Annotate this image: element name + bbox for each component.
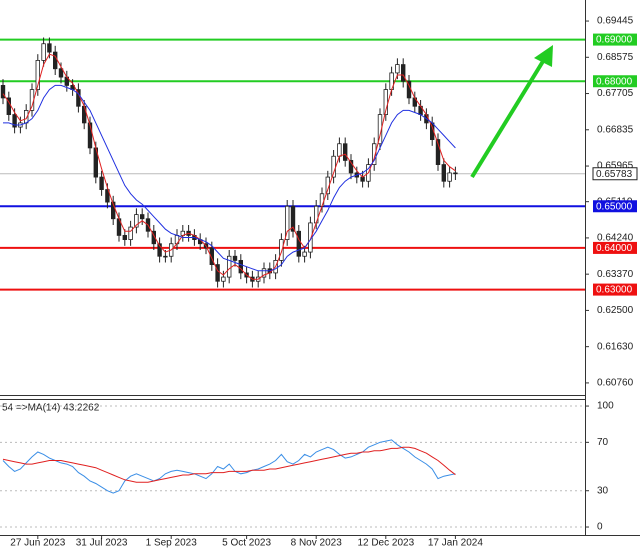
level-badge (593, 283, 637, 296)
candle-body (53, 51, 58, 70)
candle-body (284, 205, 290, 240)
y-tick-label: 0 (597, 522, 603, 533)
candle-body (99, 176, 104, 190)
price-badge (592, 167, 638, 181)
candle-body (41, 43, 46, 61)
candle-body (157, 243, 162, 257)
y-tick-label: 0.68575 (597, 52, 634, 63)
candle-body (232, 255, 238, 261)
candle-body (400, 64, 406, 82)
x-tick-label: 17 Jan 2024 (428, 538, 483, 549)
y-tick-label: 0.66835 (597, 124, 634, 135)
indicator-label: 54 =>MA(14) 43.2262 (2, 403, 100, 414)
candle-body (348, 160, 354, 174)
candle-body (453, 172, 458, 175)
x-tick-label: 5 Oct 2023 (222, 538, 271, 549)
candle-body (447, 172, 452, 182)
candle-body (139, 214, 145, 220)
candle-body (105, 189, 110, 203)
line-series (2, 446, 456, 483)
y-tick-label: 0.62500 (597, 305, 634, 316)
level-badge (593, 241, 637, 254)
level-label: 0.64000 (596, 243, 633, 254)
y-tick-label: 100 (597, 401, 614, 412)
candle-body (395, 64, 400, 74)
candle-body (296, 230, 301, 257)
candle-body (111, 201, 116, 220)
level-badge (593, 75, 637, 88)
candle-body (87, 122, 93, 149)
candle-body (279, 239, 284, 261)
candle-body (12, 114, 17, 128)
x-tick-label: 8 Nov 2023 (291, 538, 343, 549)
trend-arrow (470, 45, 553, 179)
arrow-head (534, 45, 553, 67)
candle-body (441, 164, 446, 182)
x-tick-label: 12 Dec 2023 (357, 538, 414, 549)
candle-body (163, 255, 168, 258)
y-tick-label: 0.64240 (597, 233, 634, 244)
level-badge (593, 200, 637, 213)
candle-body (215, 264, 220, 282)
x-tick-label: 27 Jun 2023 (10, 538, 65, 549)
y-tick-label: 0.60760 (597, 378, 634, 389)
level-label: 0.65000 (596, 201, 633, 212)
level-label: 0.69000 (596, 35, 633, 46)
candle-body (226, 255, 232, 278)
candle-body (290, 205, 296, 232)
candle-body (435, 139, 441, 165)
y-tick-label: 0.67705 (597, 88, 634, 99)
candle-body (122, 235, 127, 240)
candle-body (302, 251, 307, 257)
candle-body (342, 143, 348, 161)
candle-body (35, 60, 40, 90)
level-badge (593, 33, 637, 46)
candle-body (371, 143, 377, 165)
candle-body (128, 226, 133, 240)
candle-body (261, 268, 267, 278)
candle-body (319, 193, 325, 207)
candle-body (47, 43, 52, 53)
candle-body (58, 68, 64, 78)
candle-body (134, 214, 139, 228)
candle-body (337, 143, 342, 157)
y-tick-label: 0.65965 (597, 161, 634, 172)
level-label: 0.63000 (596, 285, 633, 296)
price-label: 0.65783 (596, 169, 633, 180)
level-label: 0.68000 (596, 76, 633, 87)
y-tick-label: 0.63370 (597, 269, 634, 280)
line-series (2, 439, 456, 494)
candle-body (221, 276, 226, 282)
y-tick-label: 30 (597, 485, 609, 496)
y-tick-label: 0.69445 (597, 16, 634, 27)
x-tick-label: 1 Sep 2023 (146, 538, 198, 549)
y-tick-label: 70 (597, 437, 609, 448)
candle-body (238, 260, 243, 274)
x-tick-label: 31 Jul 2023 (76, 538, 128, 549)
arrow-shaft (470, 56, 547, 179)
candle-body (151, 230, 156, 245)
line-series (3, 84, 456, 272)
candle-body (209, 247, 214, 265)
candle-body (0, 85, 6, 99)
y-tick-label: 0.61630 (597, 341, 634, 352)
